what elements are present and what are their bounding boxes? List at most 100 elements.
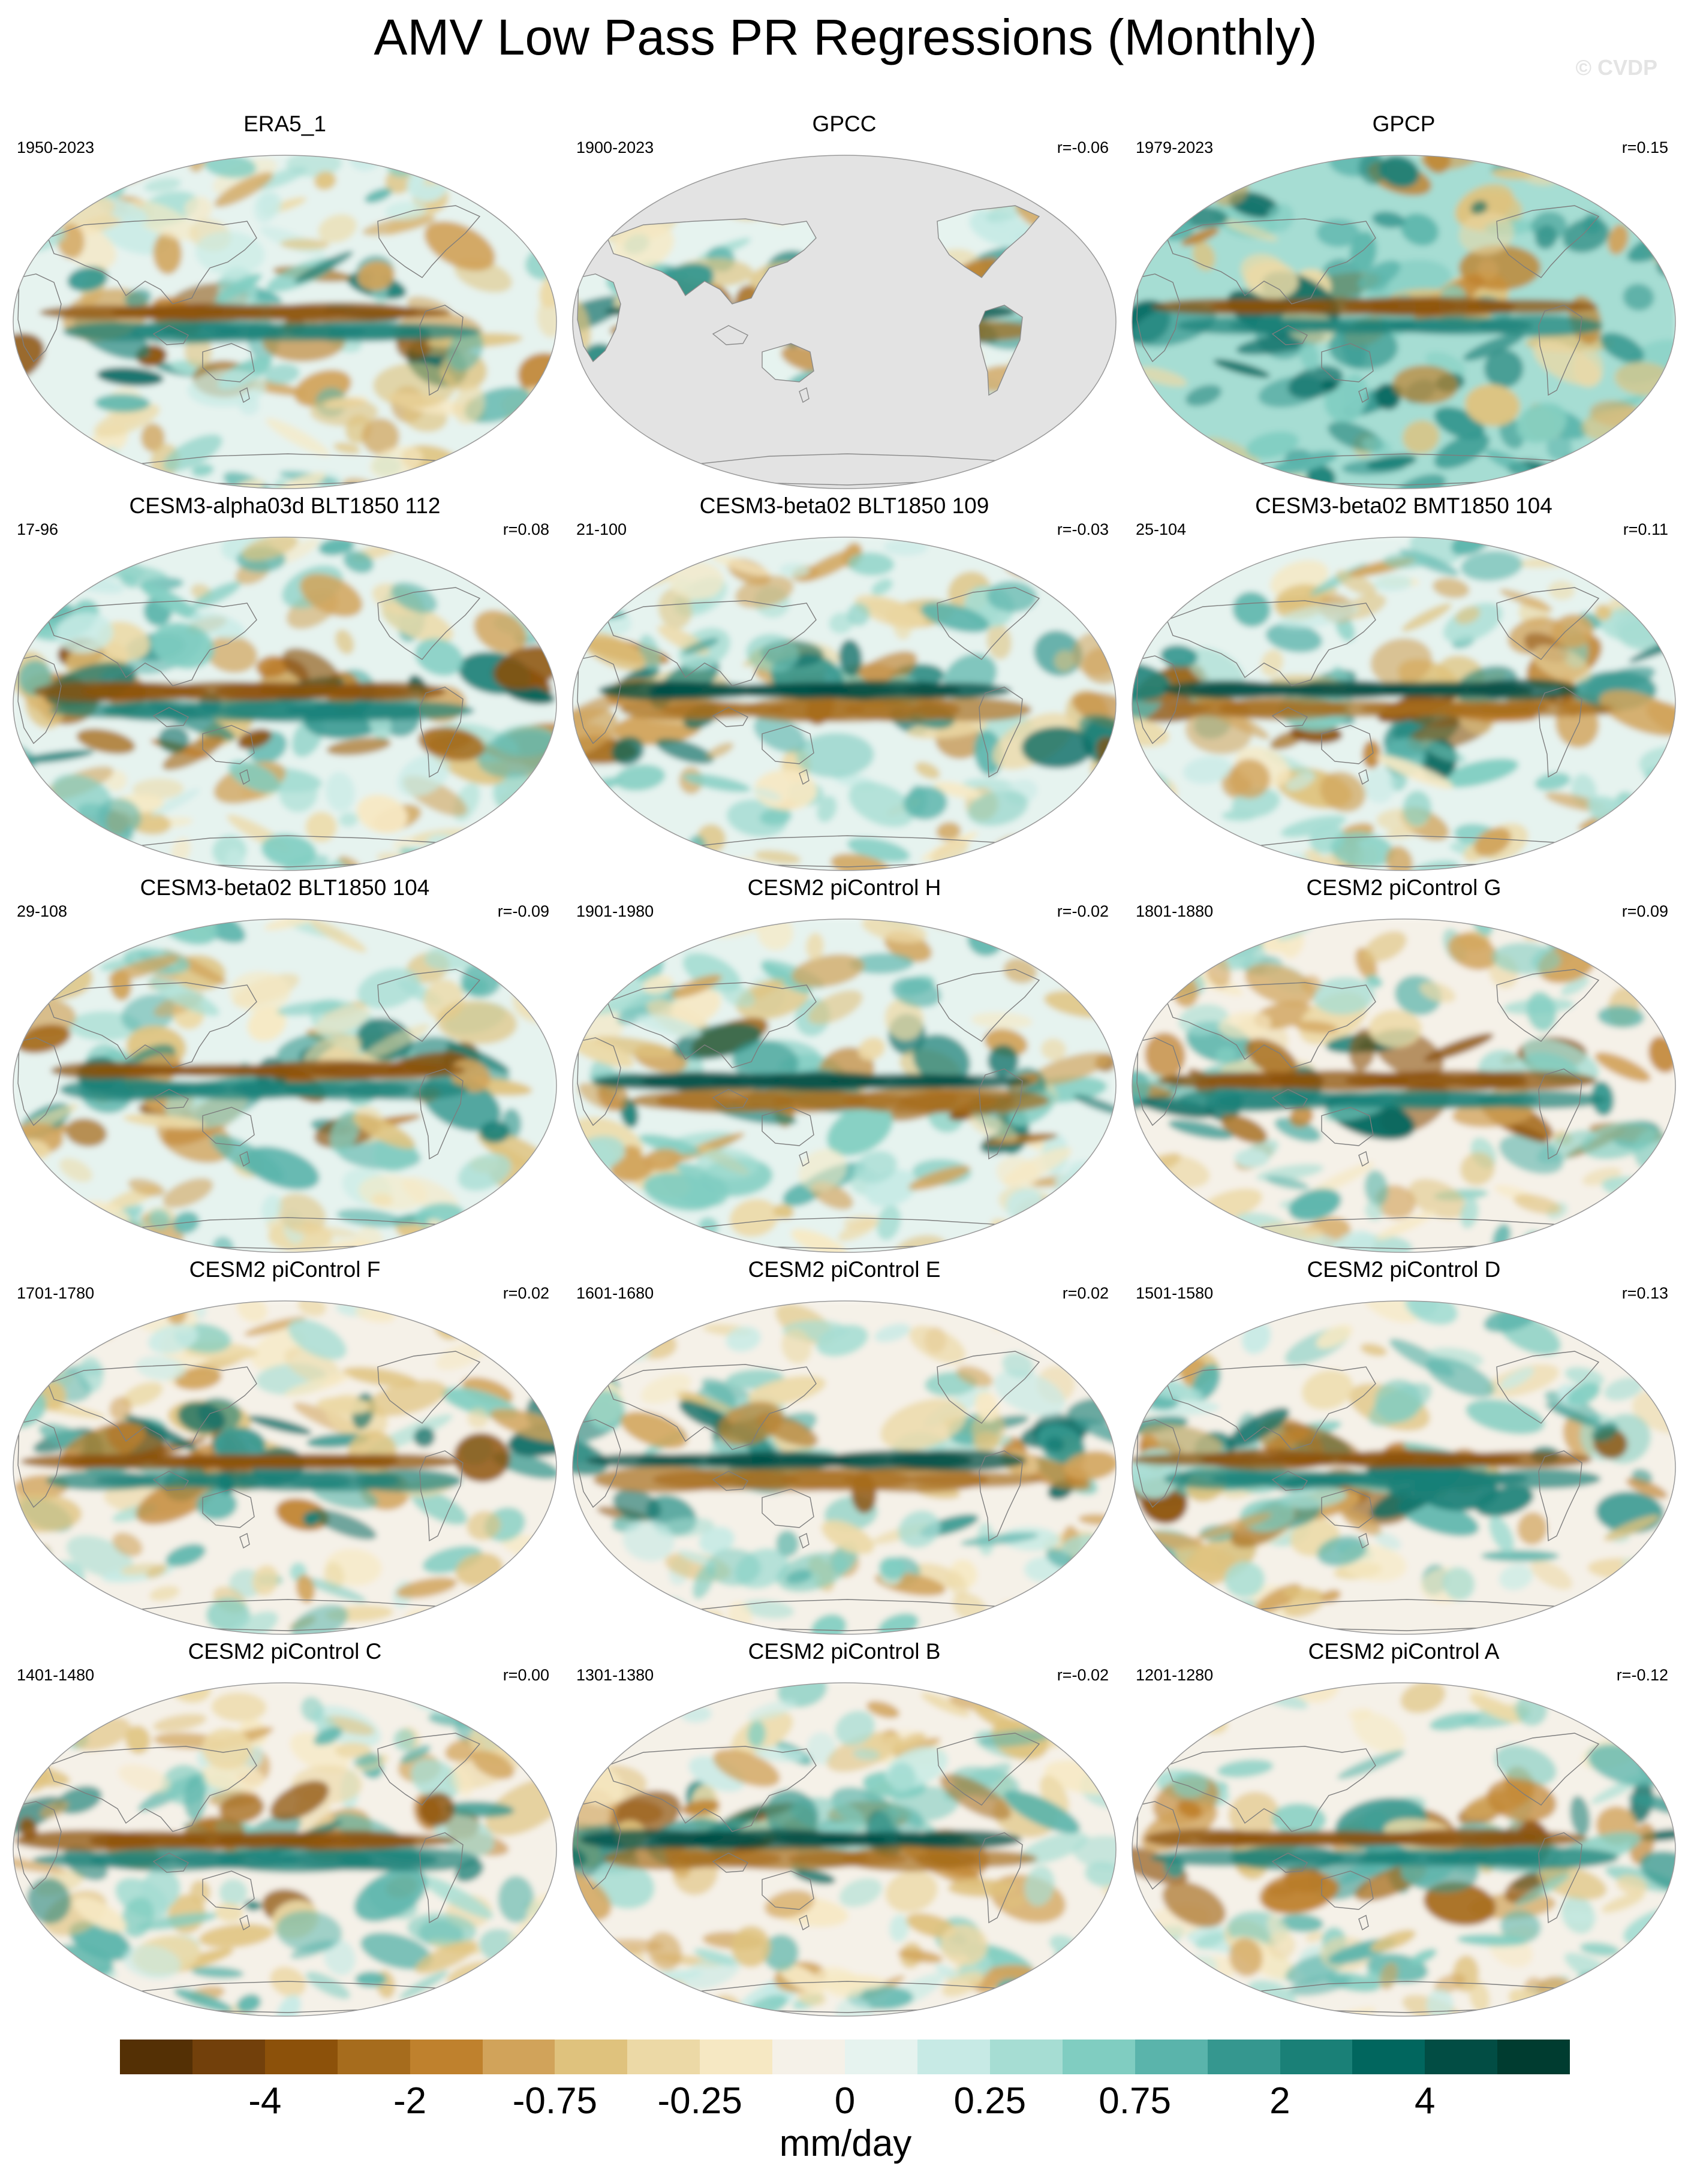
map-panel: CESM2 piControl D 1501-1580 r=0.13 [1125,1257,1683,1635]
map-boundary [13,918,557,1253]
robinson-map [13,1682,557,2017]
coastline [1604,1327,1642,1354]
panel-years: 1701-1780 [17,1284,95,1302]
map-boundary [1132,537,1676,871]
panel-title: CESM3-beta02 BLT1850 104 [140,875,430,900]
coastline [239,1532,250,1549]
coastline [1166,1364,1376,1450]
map-panel: CESM3-beta02 BLT1850 104 29-108 r=-0.09 [6,875,564,1253]
coastline [377,205,481,278]
panel-title: CESM3-alpha03d BLT1850 112 [129,493,441,518]
panel-title: CESM2 piControl D [1307,1257,1501,1282]
coastline [239,1150,250,1167]
colorbar-tick-label: 0.25 [953,2080,1027,2122]
panel-years: 1900-2023 [576,138,654,156]
coastline [1271,325,1308,345]
colorbar-box [1207,2040,1280,2074]
panel-years: 1601-1680 [576,1284,654,1302]
colorbar-box [192,2040,265,2074]
colorbar-box [917,2040,990,2074]
coastline [1538,686,1582,778]
coastline [799,387,810,403]
panel-correlation: r=0.08 [503,520,549,538]
robinson-map [572,1300,1117,1635]
colorbar-tick-label: 0 [834,2080,856,2122]
coastline [577,1801,621,1890]
coastline [152,1471,189,1491]
coastline [377,587,481,660]
coastline [17,1419,62,1508]
colorbar-tick-label: 4 [1414,2080,1436,2122]
colorbar-tick-label: -4 [248,2080,282,2122]
panel-title: CESM2 piControl G [1306,875,1502,900]
panel-correlation: r=0.11 [1623,520,1668,538]
panel-years: 1950-2023 [17,138,95,156]
colorbar-box [700,2040,773,2074]
coastline [1538,1068,1582,1160]
coastline [1538,1450,1582,1542]
panel-correlation: r=0.00 [503,1666,549,1684]
coastline [577,1037,621,1126]
coastline [607,218,817,305]
robinson-map [1132,537,1676,871]
robinson-map [13,155,557,489]
map-panel: CESM3-alpha03d BLT1850 112 17-96 r=0.08 [6,493,564,871]
coastline [979,305,1023,396]
robinson-map [1132,1300,1676,1635]
coastline [1321,343,1374,382]
panel-correlation: r=0.09 [1621,902,1668,920]
panel-correlation: r=-0.09 [497,902,549,920]
coastline [202,725,255,764]
map-panel: CESM2 piControl H 1901-1980 r=-0.02 [565,875,1123,1253]
coastline [937,969,1040,1042]
coastline [577,1419,621,1508]
coastline [419,1068,464,1160]
panel-title: CESM2 piControl H [747,875,941,900]
coastline [485,181,523,209]
map-panel: CESM3-beta02 BLT1850 109 21-100 r=-0.03 [565,493,1123,871]
robinson-map [1132,918,1676,1253]
coastline [485,1327,523,1354]
map-panel: GPCC 1900-2023 r=-0.06 [565,111,1123,489]
coastline [1136,1419,1181,1508]
coastline [152,1852,189,1873]
map-boundary [572,1300,1117,1635]
coastline [799,1914,810,1931]
coastline [47,982,257,1068]
coastline [1045,945,1083,972]
coastline [47,1746,257,1832]
panel-years: 1801-1880 [1136,902,1214,920]
colorbar-tick-label: -0.75 [512,2080,598,2122]
robinson-map [13,918,557,1253]
coastline [937,1351,1040,1424]
coastline [762,343,814,382]
robinson-map [572,918,1117,1253]
panel-correlation: r=-0.03 [1057,520,1109,538]
coastline [762,1107,814,1146]
colorbar-box [1280,2040,1353,2074]
watermark: © CVDP [1575,55,1657,80]
coastline [1604,1709,1642,1736]
colorbar-tick-label: -0.25 [657,2080,742,2122]
coastline [712,707,748,727]
coastline [1045,1709,1083,1736]
map-panel: CESM2 piControl C 1401-1480 r=0.00 [6,1638,564,2017]
coastline [377,1733,481,1806]
coastline [239,769,250,785]
coastline [979,1832,1023,1924]
panel-years: 29-108 [17,902,68,920]
panel-title: CESM2 piControl C [188,1639,382,1664]
coastline [1604,563,1642,591]
coastline [1166,600,1376,686]
colorbar-box [410,2040,483,2074]
panel-correlation: r=-0.02 [1057,902,1109,920]
colorbar-box [772,2040,846,2074]
coastline [712,1852,748,1873]
coastline [799,769,810,785]
panel-years: 17-96 [17,520,59,538]
coastline [152,707,189,727]
colorbar-box [1497,2040,1570,2074]
colorbar-box [555,2040,628,2074]
panel-title: ERA5_1 [243,112,326,136]
colorbar-box [989,2040,1063,2074]
